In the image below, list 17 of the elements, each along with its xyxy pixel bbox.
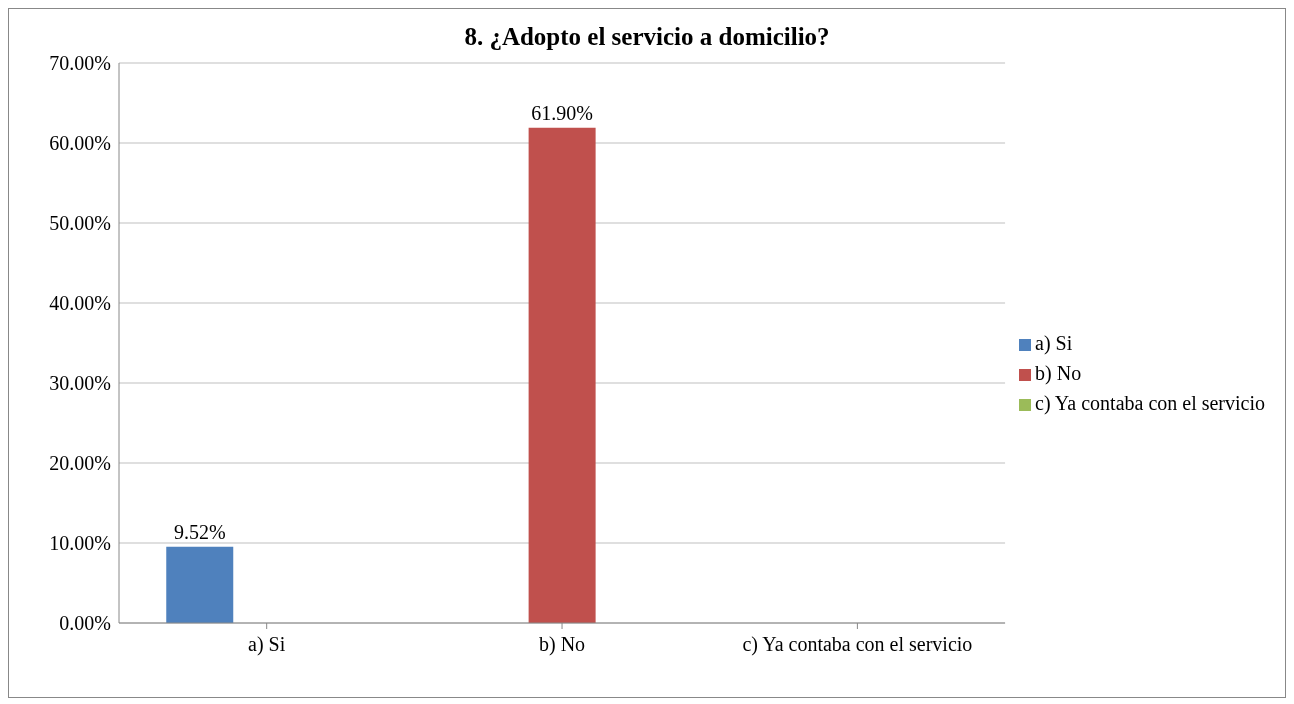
chart-title: 8. ¿Adopto el servicio a domicilio? — [463, 23, 831, 52]
y-tick-label: 20.00% — [49, 452, 111, 475]
y-tick-label: 30.00% — [49, 372, 111, 395]
x-tick-label: c) Ya contaba con el servicio — [742, 633, 973, 657]
y-tick-label: 10.00% — [49, 532, 111, 555]
y-tick-label: 70.00% — [49, 52, 111, 75]
legend-label: c) Ya contaba con el servicio — [1035, 392, 1265, 414]
y-tick-label: 40.00% — [49, 292, 111, 315]
x-tick-label: a) Si — [248, 633, 286, 657]
data-label: 9.52% — [173, 520, 226, 543]
y-tick-label: 60.00% — [49, 132, 111, 155]
legend-label: a) Si — [1035, 332, 1073, 354]
data-label: 61.90% — [531, 101, 593, 124]
y-tick-label: 50.00% — [49, 212, 111, 235]
legend-label: b) No — [1035, 362, 1082, 384]
y-tick-label: 0.00% — [59, 612, 111, 635]
x-tick-label: b) No — [538, 633, 586, 657]
